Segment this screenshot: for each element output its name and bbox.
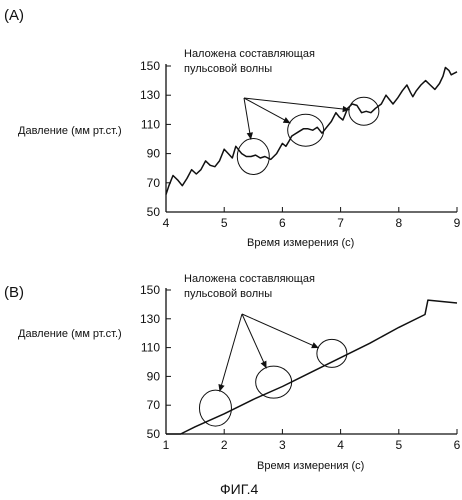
y-tick-label-b: 150 <box>140 283 160 297</box>
marks-a <box>165 66 458 195</box>
x-tick-label-a: 4 <box>163 216 170 230</box>
annotation-b-line2: пульсовой волны <box>184 288 272 300</box>
annotation-b-line1: Наложена составляющая <box>184 273 315 285</box>
x-tick-label-a: 6 <box>279 216 286 230</box>
x-tick-label-a: 7 <box>337 216 344 230</box>
x-tick-label-b: 2 <box>221 438 228 452</box>
x-tick-label-b: 3 <box>279 438 286 452</box>
annotation-arrow-b <box>219 313 243 392</box>
pressure-line-a <box>165 66 458 195</box>
y-tick-label-b: 110 <box>141 341 160 355</box>
y-tick-label-a: 150 <box>140 59 160 73</box>
y-axis-label-a: Давление (мм рт.ст.) <box>18 125 122 137</box>
x-tick-label-b: 1 <box>163 438 170 452</box>
highlight-circle-a <box>348 96 380 126</box>
x-tick-label-b: 6 <box>454 438 461 452</box>
x-tick-label-a: 8 <box>395 216 402 230</box>
panel-label-b: (B) <box>4 284 24 301</box>
annotation-arrow-a <box>243 97 252 140</box>
annotation-a-line1: Наложена составляющая <box>184 48 315 60</box>
arrow-head-a <box>246 132 253 140</box>
annotation-arrow-a <box>243 97 350 111</box>
x-axis-label-b: Время измерения (с) <box>257 460 364 472</box>
pressure-line-b <box>166 299 458 435</box>
chart-panel-a: (A) Наложена составляющая пульсовой волн… <box>4 7 461 249</box>
figure-caption: ФИГ.4 <box>220 481 258 497</box>
highlight-circle-a <box>236 138 270 176</box>
y-tick-label-a: 130 <box>140 88 160 102</box>
y-tick-label-b: 50 <box>147 427 161 441</box>
x-axis-label-a: Время измерения (с) <box>247 237 354 249</box>
highlight-circle-b <box>198 389 232 427</box>
axes-b: 50 70 90 110 130 150 1 2 3 4 5 6 <box>140 283 461 452</box>
x-tick-label-a: 5 <box>221 216 228 230</box>
y-tick-label-b: 90 <box>147 369 161 383</box>
y-tick-label-b: 130 <box>140 312 160 326</box>
y-tick-label-a: 90 <box>147 147 161 161</box>
y-tick-label-a: 50 <box>147 205 161 219</box>
axes-a: 50 70 90 110 130 150 4 5 6 7 8 9 <box>140 59 461 230</box>
highlight-circle-b <box>255 365 293 399</box>
annotation-arrow-b <box>241 313 320 349</box>
annotation-arrow-a <box>243 97 291 124</box>
x-tick-label-a: 9 <box>454 216 461 230</box>
highlight-circle-a <box>287 113 325 147</box>
x-tick-label-b: 5 <box>395 438 402 452</box>
y-tick-label-b: 70 <box>147 398 161 412</box>
x-tick-label-b: 4 <box>337 438 344 452</box>
y-axis-label-b: Давление (мм рт.ст.) <box>18 328 122 340</box>
annotation-arrow-b <box>241 313 267 369</box>
arrow-head-b <box>260 360 267 369</box>
arrow-head-a <box>342 105 350 113</box>
annotation-a-line2: пульсовой волны <box>184 63 272 75</box>
arrow-head-b <box>218 384 225 392</box>
y-tick-label-a: 110 <box>141 117 160 131</box>
chart-panel-b: (B) Наложена составляющая пульсовой волн… <box>4 273 461 472</box>
y-tick-label-a: 70 <box>147 176 161 190</box>
highlight-circle-b <box>316 338 348 368</box>
marks-b <box>166 299 458 435</box>
arrow-head-b <box>311 342 319 349</box>
panel-label-a: (A) <box>4 7 24 24</box>
arrow-head-a <box>282 117 291 124</box>
